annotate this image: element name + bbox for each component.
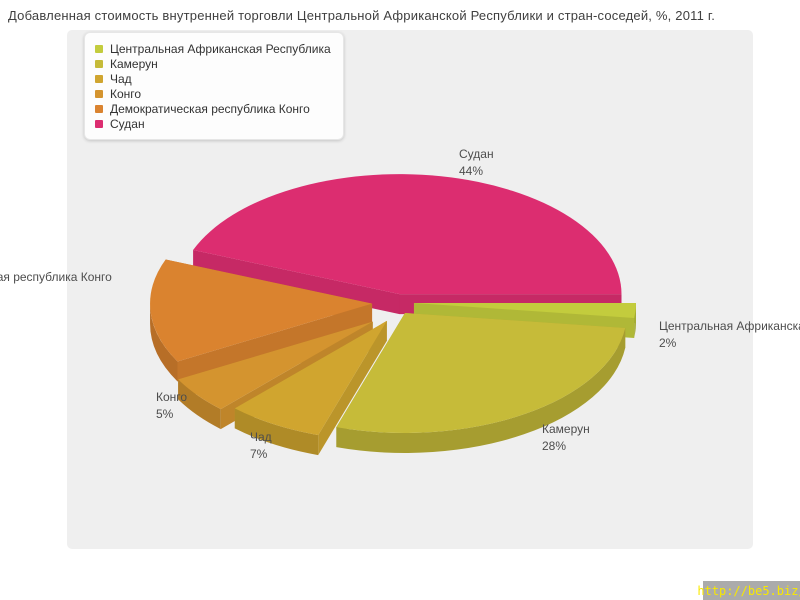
watermark-link[interactable]: http://be5.biz/ (697, 581, 800, 600)
legend-item[interactable]: Конго (95, 86, 331, 101)
slice-label-name: Судан (459, 147, 494, 161)
legend-label: Судан (110, 116, 145, 131)
slice-label-percent: 5% (156, 407, 174, 421)
chart-title: Добавленная стоимость внутренней торговл… (8, 8, 716, 23)
legend-label: Центральная Африканская Республика (110, 41, 331, 56)
slice-label-percent: 28% (542, 439, 567, 453)
slice-label-percent: 7% (250, 447, 268, 461)
legend-item[interactable]: Судан (95, 116, 331, 131)
slice-label: Судан 44% (459, 146, 494, 180)
legend-swatch-icon (95, 89, 103, 98)
slice-label-percent: 2% (659, 336, 677, 350)
slice-label-name: Камерун (542, 422, 590, 436)
pie-slice[interactable] (336, 312, 626, 453)
legend-label: Чад (110, 71, 132, 86)
legend-label: Камерун (110, 56, 158, 71)
legend-item[interactable]: Чад (95, 71, 331, 86)
pie-slice[interactable] (234, 320, 387, 456)
slice-label: Чад 7% (250, 429, 272, 463)
slice-label: Конго 5% (156, 389, 187, 423)
legend-swatch-icon (95, 119, 103, 128)
pie-slice[interactable] (150, 259, 373, 382)
legend-label: Конго (110, 86, 142, 101)
slice-label-name: Конго (156, 390, 188, 404)
slice-label-percent: 44% (459, 164, 484, 178)
slice-label: Камерун 28% (542, 421, 590, 455)
legend-label: Демократическая республика Конго (110, 101, 310, 116)
slice-label-name: Чад (250, 430, 272, 444)
legend-swatch-icon (95, 59, 103, 68)
legend-swatch-icon (95, 104, 103, 113)
slice-label-name: Центральная Африканская Республика (659, 319, 800, 333)
slice-label: Центральная Африканская Республика 2% (659, 318, 800, 352)
legend-item[interactable]: Центральная Африканская Республика (95, 41, 331, 56)
slice-label-name: Демократическая республика Конго (0, 270, 112, 284)
pie-slice[interactable] (193, 174, 622, 315)
legend-item[interactable]: Демократическая республика Конго (95, 101, 331, 116)
legend: Центральная Африканская Республика Камеру… (84, 32, 344, 140)
legend-swatch-icon (95, 74, 103, 83)
slice-label-percent: 14% (0, 286, 112, 303)
legend-item[interactable]: Камерун (95, 56, 331, 71)
watermark-text: http://be5.biz/ (697, 583, 800, 598)
legend-swatch-icon (95, 44, 103, 53)
slice-label: Демократическая республика Конго 14% (0, 269, 112, 303)
